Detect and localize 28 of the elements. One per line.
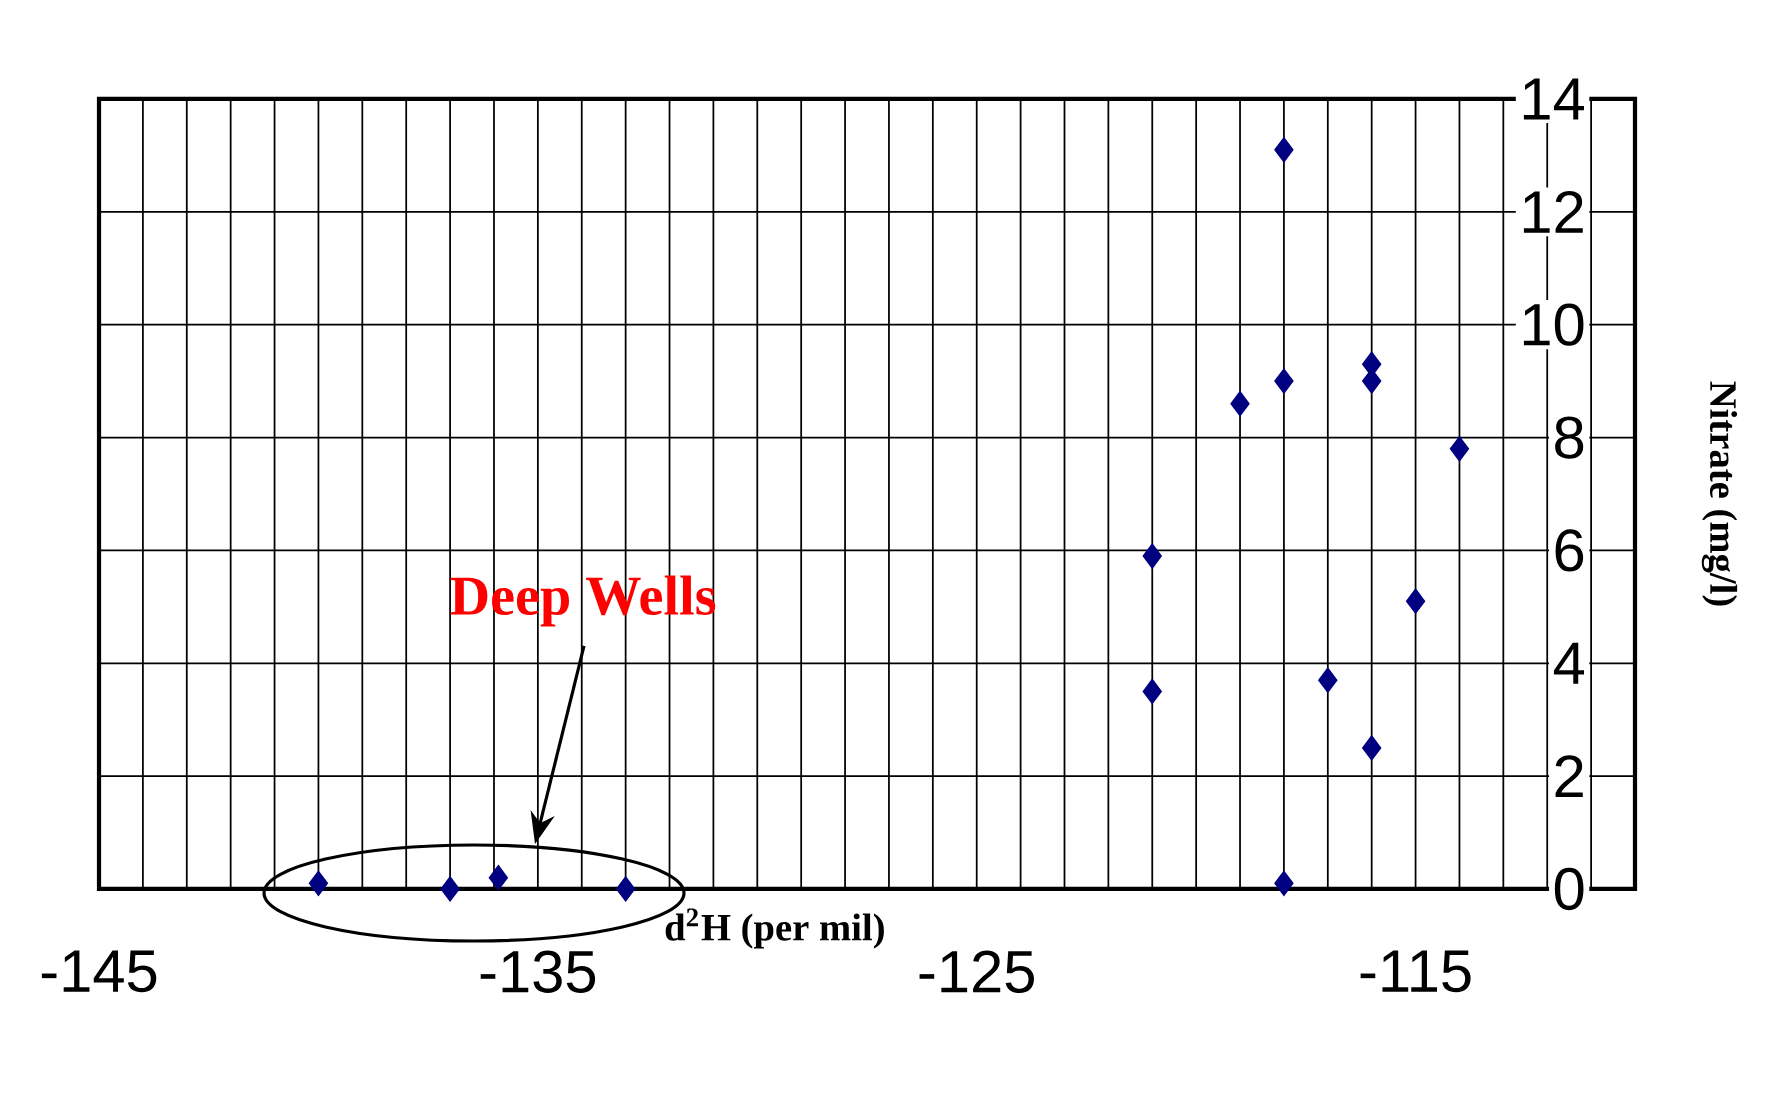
x-axis-title: d$^{2}$H (per mil) bbox=[665, 908, 884, 949]
point bbox=[1449, 436, 1470, 462]
y-tick-label: 0 bbox=[1554, 867, 1584, 911]
y-tick-label: 10 bbox=[1523, 303, 1584, 346]
y-tick-label: 14 bbox=[1523, 78, 1585, 120]
point bbox=[1230, 391, 1250, 417]
y-tick-label: 6 bbox=[1555, 529, 1584, 572]
point bbox=[1274, 368, 1294, 394]
point bbox=[1405, 588, 1426, 614]
point bbox=[1142, 543, 1162, 569]
y-tick-label: 4 bbox=[1553, 642, 1585, 684]
point bbox=[1142, 678, 1162, 705]
y-tick-label: 2 bbox=[1555, 755, 1583, 797]
point bbox=[615, 876, 636, 902]
x-tick-label: -135 bbox=[480, 950, 596, 993]
point bbox=[1274, 870, 1294, 896]
x-tick-label: -145 bbox=[41, 950, 157, 993]
point bbox=[440, 876, 460, 902]
y-tick-label: 8 bbox=[1555, 416, 1584, 459]
point bbox=[1318, 667, 1338, 693]
point bbox=[1362, 735, 1382, 761]
y-axis-title: Nitrate (mg/l) bbox=[1701, 381, 1738, 606]
y-tick-label: 12 bbox=[1523, 190, 1583, 233]
point bbox=[488, 865, 509, 891]
point bbox=[308, 870, 329, 896]
point bbox=[1274, 137, 1294, 163]
x-tick-label: -125 bbox=[919, 950, 1034, 993]
x-tick-label: -115 bbox=[1360, 950, 1471, 993]
